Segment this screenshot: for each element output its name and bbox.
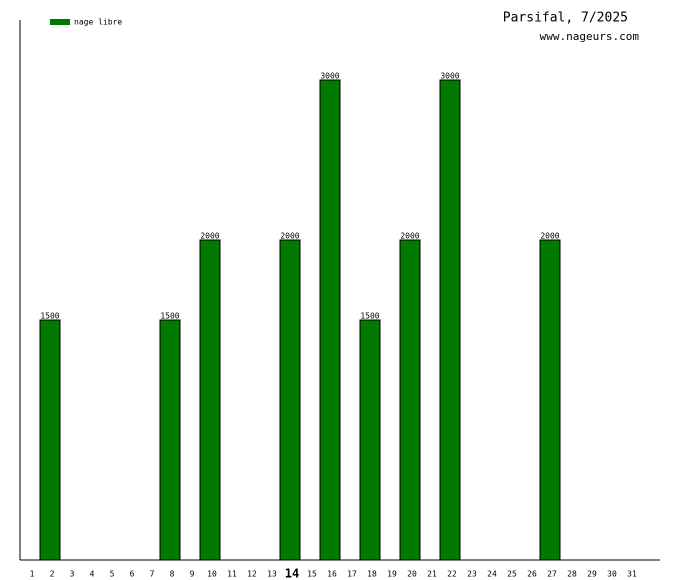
x-tick-label: 15 <box>307 570 317 579</box>
x-tick-label: 9 <box>190 570 195 579</box>
x-tick-label: 6 <box>130 570 135 579</box>
x-tick-label: 26 <box>527 570 537 579</box>
bar <box>279 239 301 561</box>
value-label: 2000 <box>280 232 299 241</box>
x-tick-label: 18 <box>367 570 377 579</box>
x-tick-label: 1 <box>30 570 35 579</box>
x-tick-label: 4 <box>90 570 95 579</box>
bar <box>399 239 421 561</box>
value-label: 1500 <box>360 312 379 321</box>
x-tick-label: 11 <box>227 570 237 579</box>
x-tick-label: 25 <box>507 570 517 579</box>
legend-label: nage libre <box>74 18 122 27</box>
x-tick-label: 22 <box>447 570 457 579</box>
bar <box>539 239 561 561</box>
chart-subtitle: www.nageurs.com <box>540 30 640 43</box>
value-label: 2000 <box>200 232 219 241</box>
value-label: 3000 <box>440 72 459 81</box>
x-tick-label: 17 <box>347 570 357 579</box>
x-tick-label: 2 <box>50 570 55 579</box>
x-tick-label: 3 <box>70 570 75 579</box>
x-tick-label: 21 <box>427 570 437 579</box>
x-tick-label: 16 <box>327 570 337 579</box>
chart-title: Parsifal, 7/2025 <box>503 11 628 26</box>
x-tick-label: 30 <box>607 570 617 579</box>
value-label: 3000 <box>320 72 339 81</box>
x-tick-label: 13 <box>267 570 277 579</box>
bar <box>199 239 221 561</box>
x-tick-label: 10 <box>207 570 217 579</box>
x-tick-label: 29 <box>587 570 597 579</box>
x-tick-label: 24 <box>487 570 497 579</box>
x-tick-label: 7 <box>150 570 155 579</box>
bar <box>439 79 461 561</box>
x-tick-label: 14 <box>285 567 299 580</box>
x-tick-label: 8 <box>170 570 175 579</box>
value-label: 1500 <box>40 312 59 321</box>
x-tick-label: 12 <box>247 570 257 579</box>
legend-swatch <box>50 19 70 25</box>
x-tick-label: 19 <box>387 570 397 579</box>
bar <box>319 79 341 561</box>
value-label: 2000 <box>540 232 559 241</box>
bar <box>39 319 61 561</box>
value-label: 1500 <box>160 312 179 321</box>
x-tick-label: 5 <box>110 570 115 579</box>
x-tick-label: 23 <box>467 570 477 579</box>
bar <box>359 319 381 561</box>
x-tick-label: 28 <box>567 570 577 579</box>
x-tick-label: 31 <box>627 570 637 579</box>
x-tick-label: 20 <box>407 570 417 579</box>
value-label: 2000 <box>400 232 419 241</box>
x-tick-label: 27 <box>547 570 557 579</box>
bar <box>159 319 181 561</box>
